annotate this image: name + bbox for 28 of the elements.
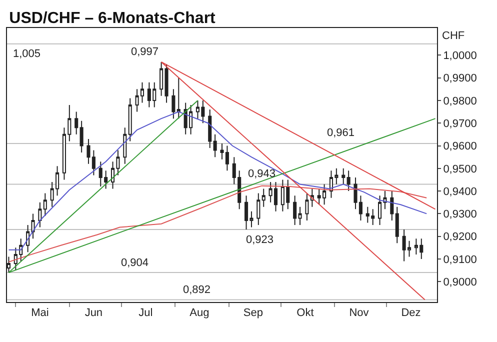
x-tick-label: Jul [138,307,153,320]
y-tick-label: 0,9300 [443,208,477,221]
y-tick-label: 0,9100 [443,254,477,266]
x-tick-label: Jun [84,307,103,320]
x-tick-label: Dez [401,307,421,320]
ref-line-label: 0,943 [248,168,276,180]
y-axis-title: CHF [442,30,465,42]
y-tick-label: 0,9200 [443,231,477,244]
y-tick-label: 0,9900 [443,72,477,85]
y-tick-label: 0,9500 [443,163,477,176]
y-tick-label: 0,9000 [443,276,477,288]
x-tick-label: Okt [296,307,314,320]
x-tick-label: Mai [31,307,49,320]
annotation: 0,997 [131,46,159,58]
ref-line-label: 0,892 [183,284,211,296]
x-tick-label: Sep [243,307,263,320]
y-tick-label: 0,9600 [443,140,477,153]
chart-title: USD/CHF – 6-Monats-Chart [9,10,216,27]
x-tick-label: Aug [190,307,210,320]
ref-line-label: 0,961 [327,127,355,139]
y-tick-label: 0,9700 [443,118,477,130]
ref-line-label: 0,923 [246,234,274,246]
y-tick-label: 1,0000 [443,50,477,62]
ref-line-label: 0,904 [121,257,149,269]
y-tick-label: 0,9400 [443,186,477,198]
ref-line-label: 1,005 [13,48,41,60]
y-tick-label: 0,9800 [443,95,477,108]
x-tick-label: Nov [349,307,370,320]
